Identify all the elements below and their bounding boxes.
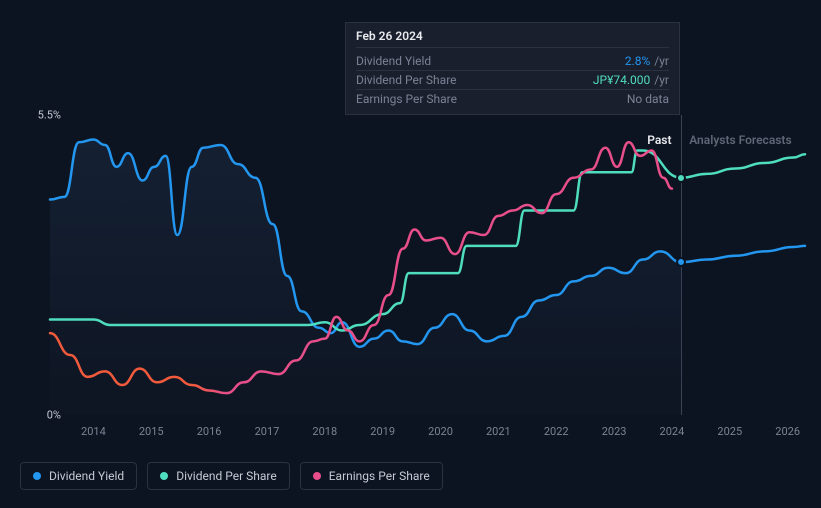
x-axis-label: 2024 [660,425,685,438]
x-axis-label: 2015 [139,425,164,438]
x-axis-label: 2025 [717,425,742,438]
x-axis-label: 2016 [197,425,222,438]
x-axis-label: 2023 [602,425,627,438]
tooltip-row-value: 2.8%/yr [625,54,669,68]
chart-plot[interactable] [50,115,805,415]
x-axis-label: 2019 [370,425,395,438]
dividend-yield-marker [676,257,686,267]
dividend-per-share-marker [676,173,686,183]
x-axis-label: 2026 [775,425,800,438]
legend-dot-icon [160,472,168,480]
tooltip-row-value: No data [627,92,669,106]
x-axis-label: 2020 [428,425,453,438]
x-axis-label: 2021 [486,425,511,438]
tooltip-row-label: Earnings Per Share [356,92,457,106]
legend-item-dividend-yield[interactable]: Dividend Yield [20,462,137,490]
legend-item-dividend-per-share[interactable]: Dividend Per Share [147,462,290,490]
legend-label: Dividend Yield [49,469,124,483]
chart-tooltip: Feb 26 2024 Dividend Yield2.8%/yrDividen… [345,22,680,115]
tooltip-row: Dividend Yield 2.8%/yr [356,52,669,71]
x-axis-label: 2014 [81,425,106,438]
x-axis-label: 2018 [312,425,337,438]
x-axis-label: 2017 [255,425,280,438]
tooltip-row-label: Dividend Yield [356,54,431,68]
legend-dot-icon [33,472,41,480]
x-axis-label: 2022 [544,425,569,438]
tooltip-row-label: Dividend Per Share [356,73,457,87]
legend-label: Earnings Per Share [329,469,430,483]
legend-dot-icon [313,472,321,480]
tooltip-row: Earnings Per Share No data [356,90,669,108]
legend-label: Dividend Per Share [176,469,277,483]
legend: Dividend Yield Dividend Per Share Earnings… [20,462,443,490]
tooltip-row: Dividend Per Share JP¥74.000/yr [356,71,669,90]
tooltip-row-value: JP¥74.000/yr [593,73,669,87]
tooltip-date: Feb 26 2024 [356,29,669,48]
legend-item-earnings-per-share[interactable]: Earnings Per Share [300,462,443,490]
